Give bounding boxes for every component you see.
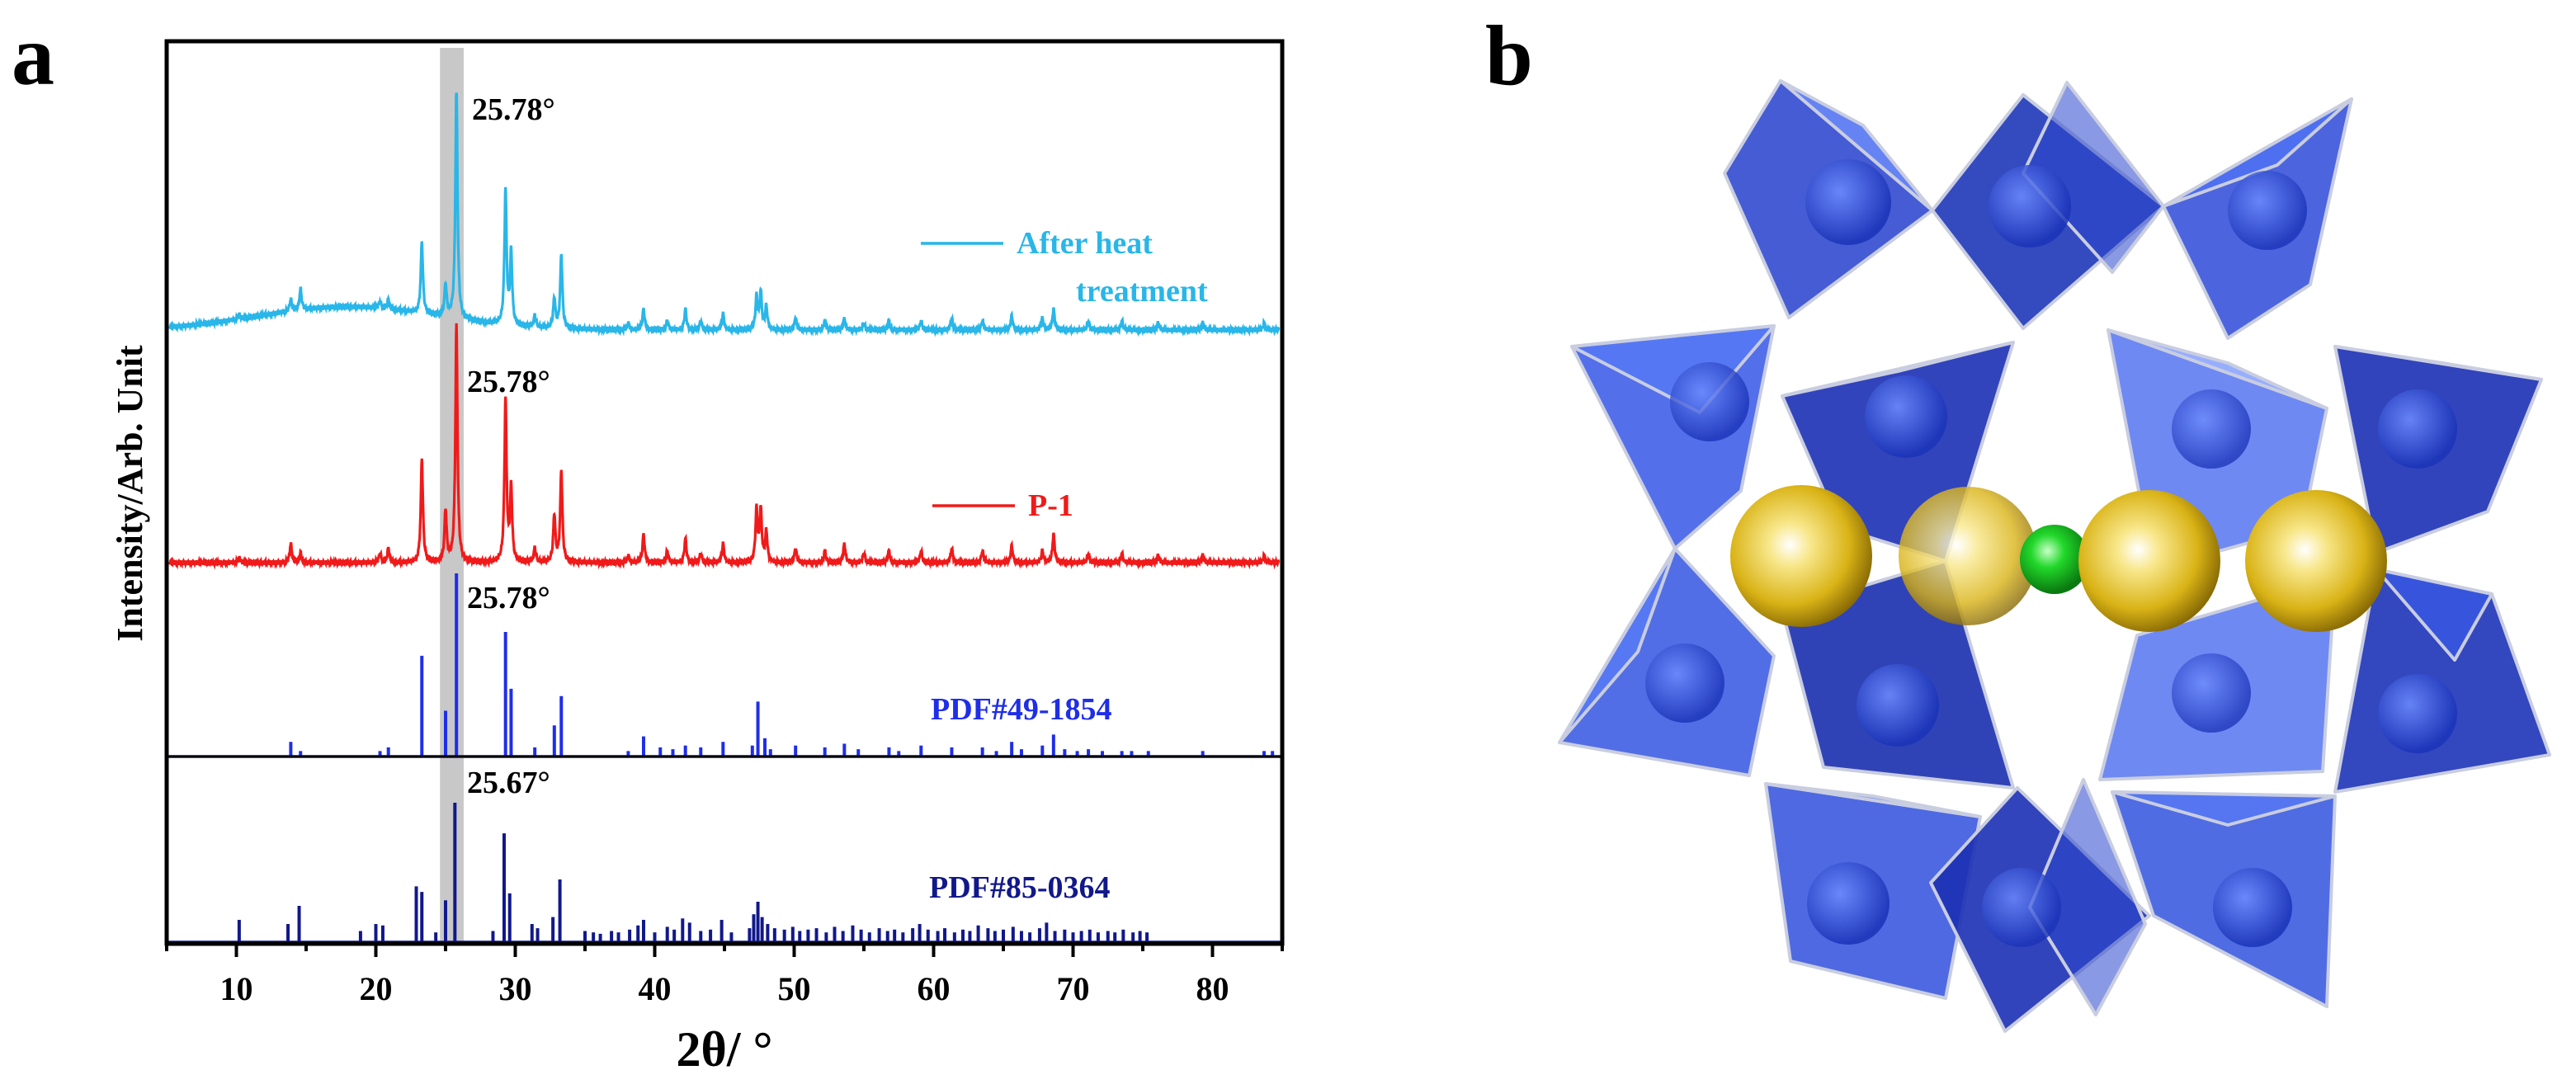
blue-cation	[2378, 674, 2457, 753]
blue-cation	[2228, 171, 2307, 250]
tetrahedron	[1558, 547, 1776, 777]
blue-cation	[2378, 389, 2457, 469]
blue-cation	[1807, 862, 1890, 945]
blue-cation	[1645, 644, 1724, 723]
legend-entry: PDF#85-0364	[929, 870, 1111, 905]
x-axis-title: 2θ/ °	[677, 1022, 773, 1077]
gold-atom	[2245, 490, 2387, 632]
legend-entry: PDF#49-1854	[931, 692, 1112, 727]
tetrahedron	[2028, 778, 2147, 1016]
blue-cation	[1989, 165, 2071, 248]
x-tick-label: 10	[220, 970, 253, 1007]
blue-cation	[1982, 868, 2061, 947]
highlight-band	[440, 48, 464, 944]
crystal-structure	[1558, 79, 2551, 1033]
x-tick-label: 50	[778, 970, 811, 1007]
y-axis-title: Intensity/Arb. Unit	[110, 345, 150, 642]
panel-b-label: b	[1485, 8, 1533, 103]
series-p-1	[167, 323, 1281, 570]
series-layer	[167, 92, 1282, 944]
x-tick-label: 20	[360, 970, 393, 1007]
blue-cation	[1805, 159, 1891, 245]
peak-annotation: 25.78°	[467, 365, 550, 399]
blue-cation	[1670, 362, 1749, 441]
peak-annotation: 25.78°	[467, 581, 550, 615]
series-pdf-85-0364	[167, 803, 1282, 944]
x-tick-label: 40	[639, 970, 672, 1007]
gold-atom	[1730, 485, 1872, 627]
legend-entry: P-1	[932, 488, 1073, 523]
series-line	[167, 92, 1281, 337]
series-pdf-49-1854	[167, 573, 1282, 758]
legend-label: PDF#85-0364	[929, 870, 1111, 905]
blue-cation	[2213, 868, 2292, 947]
gold-atom	[1899, 487, 2037, 625]
legend-label: P-1	[1028, 488, 1073, 523]
panel-a-label: a	[12, 8, 54, 103]
xrd-chart: 10 20 30 40 50 60 70 80 2θ/ ° Intensity/Arb. Un…	[110, 39, 1285, 1077]
x-tick-label: 30	[499, 970, 532, 1007]
blue-cation	[1857, 664, 1939, 747]
series-after-heat-treatment	[167, 92, 1281, 337]
x-tick-label: 70	[1057, 970, 1090, 1007]
x-tick-label: 80	[1196, 970, 1229, 1007]
annotations: 25.78° 25.78° 25.78° 25.67°	[467, 92, 555, 800]
gold-atom	[2078, 490, 2220, 632]
x-tick-label: 60	[918, 970, 951, 1007]
peak-annotation: 25.78°	[472, 92, 555, 127]
legend-label: PDF#49-1854	[931, 692, 1112, 727]
blue-cation	[2172, 653, 2251, 733]
legend-label: treatment	[1076, 274, 1208, 309]
green-atom	[2020, 525, 2089, 594]
blue-cation	[2172, 389, 2251, 469]
x-axis: 10 20 30 40 50 60 70 80	[165, 944, 1284, 1007]
tetrahedron	[2022, 81, 2165, 274]
legend-label: After heat	[1017, 226, 1153, 261]
legend: After heat treatment P-1 PDF#49-1854 PDF#85-…	[921, 226, 1208, 905]
peak-annotation: 25.67°	[467, 766, 550, 800]
plot-frame	[164, 39, 1285, 946]
blue-cation	[1865, 375, 1947, 458]
legend-entry: After heat treatment	[921, 226, 1208, 309]
series-line	[167, 323, 1281, 570]
